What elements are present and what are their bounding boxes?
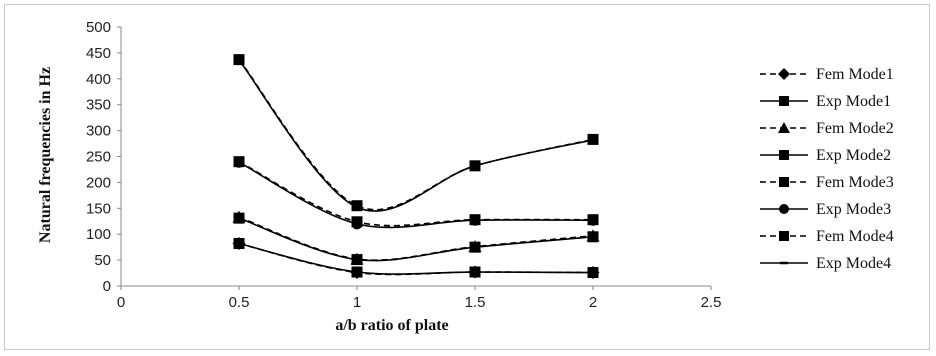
- data-point: [351, 218, 363, 230]
- y-tick-label: 0: [103, 278, 111, 295]
- legend-label: Exp Mode1: [816, 93, 891, 110]
- legend-item: Exp Mode2: [760, 147, 891, 164]
- series-line: [238, 217, 594, 262]
- legend-marker: [778, 122, 790, 133]
- legend-label: Exp Mode4: [816, 255, 891, 272]
- legend-label: Exp Mode2: [816, 147, 891, 164]
- data-point: [469, 214, 481, 226]
- data-point: [233, 212, 245, 224]
- legend-item: Exp Mode4: [760, 255, 891, 272]
- series-line: [238, 59, 594, 211]
- legend-item: Exp Mode3: [760, 201, 891, 218]
- data-point: [469, 266, 481, 278]
- legend-item: Fem Mode2: [760, 120, 894, 137]
- x-tick-label: 0: [117, 294, 125, 311]
- x-tick-label: 0.5: [229, 294, 250, 311]
- chart-frame: [4, 4, 930, 350]
- data-point: [351, 254, 363, 266]
- series-6: [233, 156, 599, 230]
- y-tick-label: 500: [86, 19, 111, 36]
- legend-item: Fem Mode1: [760, 66, 894, 83]
- series-line: [238, 242, 594, 275]
- data-point: [469, 241, 481, 253]
- data-point: [351, 266, 363, 278]
- series-line: [238, 242, 594, 276]
- y-axis-title: Natural frequencies in Hz: [37, 67, 54, 243]
- legend-item: Fem Mode3: [760, 174, 894, 191]
- series-2: [233, 238, 599, 279]
- legend-label: Fem Mode3: [816, 174, 894, 191]
- legend-label: Fem Mode4: [816, 228, 894, 245]
- series-4: [233, 212, 599, 266]
- legend-marker: [779, 204, 789, 214]
- y-tick-label: 300: [86, 123, 111, 140]
- series-line: [238, 216, 594, 261]
- x-tick-label: 1: [353, 294, 361, 311]
- legend-marker: [779, 177, 789, 187]
- x-tick-label: 2: [589, 294, 597, 311]
- legend-marker: [779, 231, 789, 241]
- x-tick-label: 2.5: [701, 294, 722, 311]
- legend-item: Exp Mode1: [760, 93, 891, 110]
- series-layer: [232, 54, 600, 280]
- legend-item: Fem Mode4: [760, 228, 894, 245]
- y-tick-label: 250: [86, 149, 111, 166]
- data-point: [587, 267, 599, 279]
- y-tick-label: 350: [86, 97, 111, 114]
- y-tick-label: 400: [86, 71, 111, 88]
- x-tick-label: 1.5: [465, 294, 486, 311]
- x-axis-title: a/b ratio of plate: [335, 317, 448, 334]
- y-tick-label: 100: [86, 226, 111, 243]
- legend-label: Fem Mode1: [816, 66, 894, 83]
- y-tick-label: 150: [86, 200, 111, 217]
- series-line: [238, 161, 594, 229]
- legend-marker: [779, 150, 789, 160]
- data-point: [233, 238, 245, 250]
- data-point: [587, 214, 599, 226]
- data-point: [233, 156, 245, 168]
- legend-marker: [778, 68, 790, 80]
- legend-marker: [779, 96, 789, 106]
- tick-labels: 0 50 100 150 200 250 300 350 400 450 500 0 0.5 1 1.5 2 2…: [86, 19, 721, 311]
- y-tick-label: 200: [86, 174, 111, 191]
- legend-label: Fem Mode2: [816, 120, 894, 137]
- data-point: [351, 200, 363, 212]
- axes: [117, 26, 712, 290]
- legend: Fem Mode1 Exp Mode1 Fem Mode2 Exp Mode2 Fem …: [760, 66, 894, 272]
- series-8: [235, 58, 597, 212]
- data-point: [587, 231, 599, 243]
- legend-label: Exp Mode3: [816, 201, 891, 218]
- series-line: [238, 59, 594, 212]
- y-tick-label: 450: [86, 45, 111, 62]
- y-tick-label: 50: [94, 252, 111, 269]
